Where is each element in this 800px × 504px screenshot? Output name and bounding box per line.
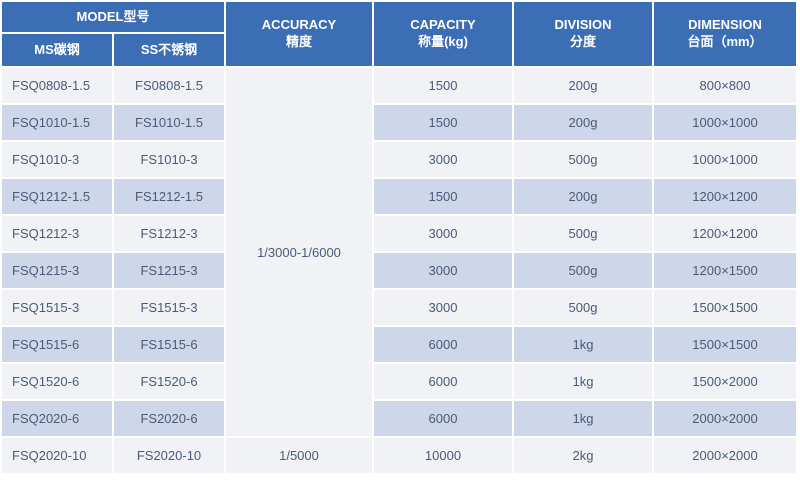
table-row: FSQ1212-1.5FS1212-1.5 1500200g1200×1200 — [1, 178, 797, 215]
header-model: MODEL型号 — [1, 1, 225, 33]
header-division-cn: 分度 — [516, 34, 650, 51]
cell-division: 1kg — [513, 400, 653, 437]
cell-ms: FSQ1515-3 — [1, 289, 113, 326]
cell-ms: FSQ2020-6 — [1, 400, 113, 437]
cell-division: 200g — [513, 104, 653, 141]
cell-ss: FS0808-1.5 — [113, 67, 225, 104]
cell-ss: FS2020-10 — [113, 437, 225, 474]
cell-dimension: 800×800 — [653, 67, 797, 104]
table-row: FSQ1515-6FS1515-6 60001kg1500×1500 — [1, 326, 797, 363]
cell-dimension: 1200×1500 — [653, 252, 797, 289]
cell-capacity: 6000 — [373, 400, 513, 437]
cell-capacity: 3000 — [373, 289, 513, 326]
cell-dimension: 1500×1500 — [653, 289, 797, 326]
cell-dimension: 1500×2000 — [653, 363, 797, 400]
header-accuracy-en: ACCURACY — [228, 17, 370, 34]
cell-dimension: 2000×2000 — [653, 437, 797, 474]
table-row: FSQ1515-3FS1515-3 3000500g1500×1500 — [1, 289, 797, 326]
cell-ms: FSQ0808-1.5 — [1, 67, 113, 104]
table-row: FSQ1010-1.5FS1010-1.5 1500200g1000×1000 — [1, 104, 797, 141]
header-model-text: MODEL型号 — [77, 9, 150, 24]
cell-ms: FSQ1212-3 — [1, 215, 113, 252]
header-ss-text: SS不锈钢 — [141, 42, 197, 57]
cell-ss: FS1520-6 — [113, 363, 225, 400]
cell-ms: FSQ2020-10 — [1, 437, 113, 474]
header-accuracy: ACCURACY 精度 — [225, 1, 373, 67]
cell-accuracy: 1/5000 — [225, 437, 373, 474]
cell-ss: FS1515-3 — [113, 289, 225, 326]
table-header: MODEL型号 ACCURACY 精度 CAPACITY 称量(kg) DIVI… — [1, 1, 797, 67]
table-row: FSQ2020-6FS2020-6 60001kg2000×2000 — [1, 400, 797, 437]
cell-capacity: 3000 — [373, 252, 513, 289]
cell-division: 500g — [513, 215, 653, 252]
header-division: DIVISION 分度 — [513, 1, 653, 67]
header-capacity: CAPACITY 称量(kg) — [373, 1, 513, 67]
header-dimension-cn: 台面（mm） — [656, 34, 794, 51]
cell-ss: FS2020-6 — [113, 400, 225, 437]
cell-ss: FS1215-3 — [113, 252, 225, 289]
cell-division: 2kg — [513, 437, 653, 474]
cell-dimension: 1200×1200 — [653, 215, 797, 252]
cell-capacity: 6000 — [373, 363, 513, 400]
cell-dimension: 1200×1200 — [653, 178, 797, 215]
cell-ss: FS1212-1.5 — [113, 178, 225, 215]
cell-ms: FSQ1010-3 — [1, 141, 113, 178]
cell-ms: FSQ1212-1.5 — [1, 178, 113, 215]
header-ms: MS碳钢 — [1, 33, 113, 67]
cell-division: 200g — [513, 178, 653, 215]
header-dimension: DIMENSION 台面（mm） — [653, 1, 797, 67]
cell-accuracy: 1/3000-1/6000 — [225, 67, 373, 437]
table-row: FSQ1212-3FS1212-3 3000500g1200×1200 — [1, 215, 797, 252]
cell-dimension: 2000×2000 — [653, 400, 797, 437]
cell-capacity: 3000 — [373, 215, 513, 252]
header-capacity-en: CAPACITY — [376, 17, 510, 34]
cell-ss: FS1515-6 — [113, 326, 225, 363]
cell-division: 200g — [513, 67, 653, 104]
cell-capacity: 1500 — [373, 104, 513, 141]
header-capacity-cn: 称量(kg) — [376, 34, 510, 51]
cell-division: 500g — [513, 252, 653, 289]
cell-division: 1kg — [513, 363, 653, 400]
spec-table: MODEL型号 ACCURACY 精度 CAPACITY 称量(kg) DIVI… — [0, 0, 798, 475]
header-dimension-en: DIMENSION — [656, 17, 794, 34]
cell-ms: FSQ1515-6 — [1, 326, 113, 363]
cell-division: 500g — [513, 289, 653, 326]
table-body: FSQ0808-1.5FS0808-1.51/3000-1/6000150020… — [1, 67, 797, 474]
cell-ss: FS1010-1.5 — [113, 104, 225, 141]
cell-capacity: 1500 — [373, 67, 513, 104]
table-row: FSQ2020-10FS2020-101/5000100002kg2000×20… — [1, 437, 797, 474]
cell-ms: FSQ1010-1.5 — [1, 104, 113, 141]
cell-dimension: 1500×1500 — [653, 326, 797, 363]
cell-dimension: 1000×1000 — [653, 141, 797, 178]
header-division-en: DIVISION — [516, 17, 650, 34]
table-row: FSQ1215-3FS1215-3 3000500g1200×1500 — [1, 252, 797, 289]
cell-division: 500g — [513, 141, 653, 178]
table-row: FSQ0808-1.5FS0808-1.51/3000-1/6000150020… — [1, 67, 797, 104]
cell-capacity: 10000 — [373, 437, 513, 474]
cell-capacity: 6000 — [373, 326, 513, 363]
table-row: FSQ1010-3FS1010-3 3000500g1000×1000 — [1, 141, 797, 178]
cell-capacity: 1500 — [373, 178, 513, 215]
header-ss: SS不锈钢 — [113, 33, 225, 67]
cell-division: 1kg — [513, 326, 653, 363]
cell-ms: FSQ1215-3 — [1, 252, 113, 289]
cell-capacity: 3000 — [373, 141, 513, 178]
cell-ms: FSQ1520-6 — [1, 363, 113, 400]
cell-dimension: 1000×1000 — [653, 104, 797, 141]
header-ms-text: MS碳钢 — [34, 42, 80, 57]
header-accuracy-cn: 精度 — [228, 34, 370, 51]
cell-ss: FS1010-3 — [113, 141, 225, 178]
cell-ss: FS1212-3 — [113, 215, 225, 252]
table-row: FSQ1520-6FS1520-6 60001kg1500×2000 — [1, 363, 797, 400]
